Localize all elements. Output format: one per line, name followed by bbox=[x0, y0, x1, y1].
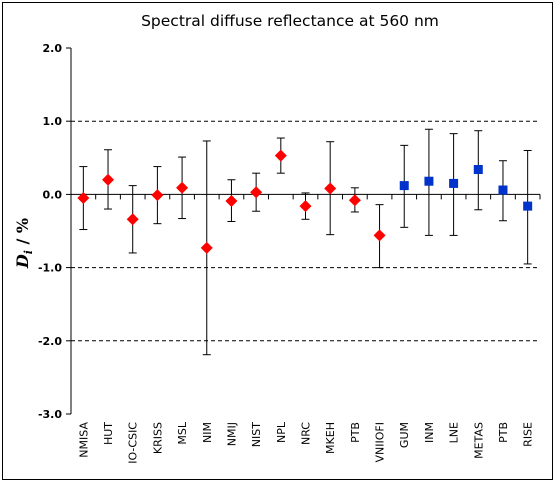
x-tick-label: NRC bbox=[300, 422, 313, 445]
axis-layer bbox=[66, 47, 541, 415]
x-tick-label: NPL bbox=[275, 421, 288, 443]
data-point-diamond bbox=[77, 192, 90, 205]
data-point-diamond bbox=[176, 181, 189, 194]
y-axis-label-unit: / % bbox=[13, 218, 32, 250]
y-tick-label: 0.0 bbox=[43, 188, 63, 201]
y-tick-label: 2.0 bbox=[43, 42, 63, 55]
x-tick-label: NMIJ bbox=[225, 422, 238, 446]
data-point-diamond bbox=[250, 186, 263, 199]
chart-title: Spectral diffuse reflectance at 560 nm bbox=[141, 12, 439, 30]
x-tick-label: HUT bbox=[102, 422, 115, 445]
x-tick-label: GUM bbox=[398, 422, 411, 448]
x-tick-labels: NMISA HUT IO-CSIC KRISS MSL NIM NMIJ NIST NPL NRC… bbox=[77, 421, 534, 464]
error-bars bbox=[79, 128, 532, 356]
x-tick-label: NIST bbox=[250, 422, 263, 447]
x-tick-label: PTB bbox=[497, 422, 510, 443]
data-point-diamond bbox=[348, 194, 361, 207]
y-axis-label-subscript: i bbox=[22, 250, 35, 254]
chart-frame bbox=[2, 2, 553, 480]
data-point-diamond bbox=[274, 149, 287, 162]
data-point-diamond bbox=[126, 213, 139, 226]
y-tick-label: -3.0 bbox=[38, 408, 62, 421]
data-point-diamond bbox=[200, 241, 213, 254]
data-point-diamond bbox=[324, 182, 337, 195]
x-tick-label: METAS bbox=[472, 422, 485, 459]
x-tick-label: MSL bbox=[176, 421, 189, 444]
data-point-square bbox=[399, 181, 409, 191]
x-tick-label: NMISA bbox=[77, 422, 90, 458]
data-markers bbox=[77, 149, 533, 254]
y-tick-label: 1.0 bbox=[43, 115, 63, 128]
data-point-square bbox=[449, 178, 459, 188]
data-point-diamond bbox=[151, 189, 164, 202]
x-tick-label: IO-CSIC bbox=[127, 422, 140, 464]
x-tick-label: VNIIOFI bbox=[374, 422, 387, 462]
data-point-square bbox=[498, 185, 508, 195]
y-axis-label-main: D bbox=[13, 254, 32, 269]
y-tick-labels: 2.0 1.0 0.0 -1.0 -2.0 -3.0 bbox=[38, 42, 62, 421]
x-tick-label: INM bbox=[423, 422, 436, 443]
grid-layer bbox=[71, 120, 540, 342]
data-point-diamond bbox=[225, 194, 238, 207]
x-tick-label: PTB bbox=[349, 422, 362, 443]
x-tick-label: MKEH bbox=[324, 422, 337, 454]
data-point-square bbox=[473, 165, 483, 175]
y-tick-label: -2.0 bbox=[38, 335, 62, 348]
y-tick-label: -1.0 bbox=[38, 262, 62, 275]
data-point-square bbox=[523, 201, 533, 211]
x-tick-label: RISE bbox=[522, 422, 535, 447]
x-tick-label: KRISS bbox=[151, 422, 164, 454]
data-point-diamond bbox=[299, 200, 312, 213]
data-point-diamond bbox=[373, 229, 386, 242]
y-axis-label: Di / % bbox=[13, 218, 35, 269]
data-point-square bbox=[424, 176, 434, 186]
data-point-diamond bbox=[102, 173, 115, 186]
x-tick-label: NIM bbox=[201, 422, 214, 443]
x-tick-label: LNE bbox=[448, 422, 461, 443]
